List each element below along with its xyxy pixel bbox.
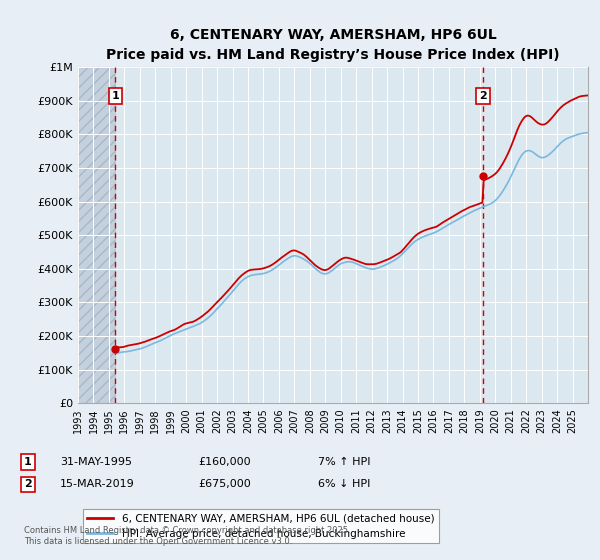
Text: 2: 2 bbox=[24, 479, 32, 489]
Line: 6, CENTENARY WAY, AMERSHAM, HP6 6UL (detached house): 6, CENTENARY WAY, AMERSHAM, HP6 6UL (det… bbox=[115, 95, 588, 348]
Text: £160,000: £160,000 bbox=[198, 457, 251, 467]
6, CENTENARY WAY, AMERSHAM, HP6 6UL (detached house) bbox=[146, 337, 154, 343]
HPI: Average price, detached house, Buckinghamshire: (2e+03, 2.18e+05): Average price, detached house, Buckingha… bbox=[180, 326, 187, 333]
6, CENTENARY WAY, AMERSHAM, HP6 6UL (detached house) bbox=[112, 344, 119, 351]
Text: 7% ↑ HPI: 7% ↑ HPI bbox=[318, 457, 371, 467]
HPI: Average price, detached house, Buckinghamshire: (2.02e+03, 6.16e+05): Average price, detached house, Buckingha… bbox=[496, 193, 503, 200]
Text: 1: 1 bbox=[112, 91, 119, 101]
Text: 2: 2 bbox=[479, 91, 487, 101]
6, CENTENARY WAY, AMERSHAM, HP6 6UL (detached house) bbox=[427, 225, 434, 232]
Text: 31-MAY-1995: 31-MAY-1995 bbox=[60, 457, 132, 467]
HPI: Average price, detached house, Buckinghamshire: (2e+03, 1.63e+05): Average price, detached house, Buckingha… bbox=[137, 345, 145, 352]
6, CENTENARY WAY, AMERSHAM, HP6 6UL (detached house) bbox=[137, 339, 145, 346]
6, CENTENARY WAY, AMERSHAM, HP6 6UL (detached house) bbox=[496, 166, 503, 172]
Text: 6% ↓ HPI: 6% ↓ HPI bbox=[318, 479, 370, 489]
HPI: Average price, detached house, Buckinghamshire: (2.03e+03, 8.05e+05): Average price, detached house, Buckingha… bbox=[584, 129, 592, 136]
HPI: Average price, detached house, Buckinghamshire: (2e+03, 1.49e+05): Average price, detached house, Buckingha… bbox=[112, 350, 119, 357]
6, CENTENARY WAY, AMERSHAM, HP6 6UL (detached house) bbox=[244, 268, 251, 274]
HPI: Average price, detached house, Buckinghamshire: (2e+03, 1.74e+05): Average price, detached house, Buckingha… bbox=[146, 342, 154, 348]
6, CENTENARY WAY, AMERSHAM, HP6 6UL (detached house) bbox=[584, 92, 592, 99]
Text: 1: 1 bbox=[24, 457, 32, 467]
HPI: Average price, detached house, Buckinghamshire: (2.02e+03, 5.04e+05): Average price, detached house, Buckingha… bbox=[427, 231, 434, 237]
6, CENTENARY WAY, AMERSHAM, HP6 6UL (detached house) bbox=[180, 321, 187, 328]
Text: £675,000: £675,000 bbox=[198, 479, 251, 489]
Text: Contains HM Land Registry data © Crown copyright and database right 2025.
This d: Contains HM Land Registry data © Crown c… bbox=[24, 526, 350, 546]
HPI: Average price, detached house, Buckinghamshire: (2e+03, 3.77e+05): Average price, detached house, Buckingha… bbox=[244, 273, 251, 280]
Legend: 6, CENTENARY WAY, AMERSHAM, HP6 6UL (detached house), HPI: Average price, detach: 6, CENTENARY WAY, AMERSHAM, HP6 6UL (det… bbox=[83, 509, 439, 543]
Text: 15-MAR-2019: 15-MAR-2019 bbox=[60, 479, 135, 489]
Line: HPI: Average price, detached house, Buckinghamshire: HPI: Average price, detached house, Buck… bbox=[115, 133, 588, 353]
Title: 6, CENTENARY WAY, AMERSHAM, HP6 6UL
Price paid vs. HM Land Registry’s House Pric: 6, CENTENARY WAY, AMERSHAM, HP6 6UL Pric… bbox=[106, 29, 560, 62]
Polygon shape bbox=[78, 67, 115, 403]
